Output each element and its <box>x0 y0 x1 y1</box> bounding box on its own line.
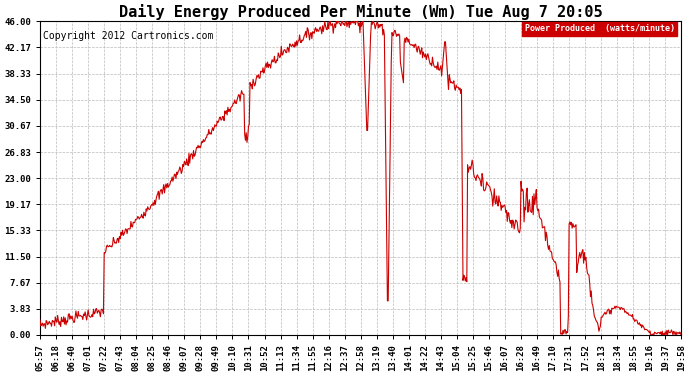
Text: Copyright 2012 Cartronics.com: Copyright 2012 Cartronics.com <box>43 31 214 41</box>
Text: Power Produced  (watts/minute): Power Produced (watts/minute) <box>525 24 675 33</box>
Title: Daily Energy Produced Per Minute (Wm) Tue Aug 7 20:05: Daily Energy Produced Per Minute (Wm) Tu… <box>119 4 602 20</box>
